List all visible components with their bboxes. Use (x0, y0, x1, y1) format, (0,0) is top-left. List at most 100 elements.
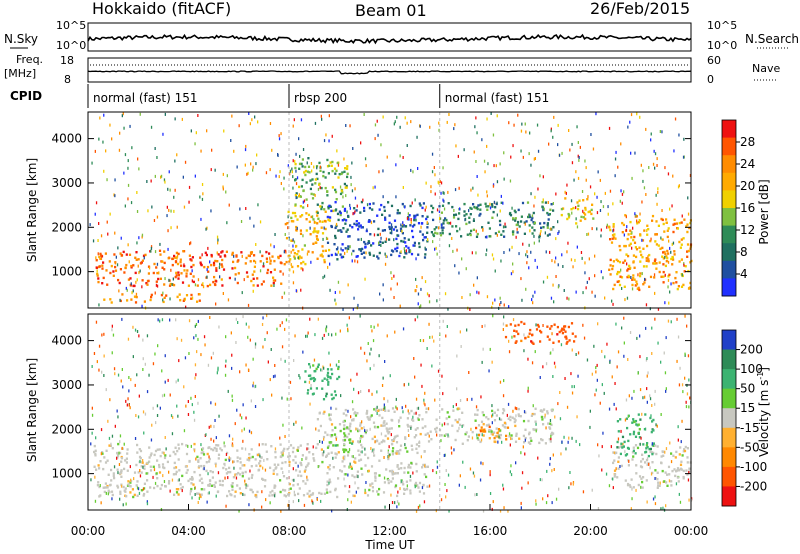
heatmap-speck (343, 477, 345, 481)
heatmap-cell (104, 252, 107, 255)
heatmap-cell (246, 458, 249, 461)
heatmap-cell (366, 415, 369, 419)
heatmap-speck (291, 170, 293, 174)
heatmap-cell (312, 193, 315, 196)
heatmap-speck (512, 409, 514, 413)
heatmap-speck (664, 273, 666, 277)
heatmap-speck (350, 415, 352, 419)
heatmap-cell (479, 429, 483, 433)
heatmap-speck (339, 329, 341, 333)
heatmap-speck (659, 130, 661, 133)
heatmap-speck (551, 332, 553, 336)
heatmap-cell (322, 170, 325, 174)
heatmap-speck (295, 420, 297, 424)
heatmap-speck (190, 241, 192, 245)
heatmap-cell (415, 447, 418, 450)
heatmap-cell (677, 285, 680, 288)
heatmap-speck (242, 492, 244, 496)
heatmap-speck (130, 378, 132, 382)
heatmap-speck (502, 487, 505, 491)
heatmap-speck (516, 227, 518, 231)
heatmap-speck (174, 117, 176, 121)
colorbar-tick-label: -200 (740, 479, 767, 493)
heatmap-cell (327, 254, 330, 258)
heatmap-cell (637, 432, 640, 435)
heatmap-cell (337, 365, 340, 369)
heatmap-cell (327, 383, 330, 386)
heatmap-cell (385, 422, 388, 425)
heatmap-cell (481, 226, 484, 229)
heatmap-speck (111, 328, 113, 332)
heatmap-speck (664, 301, 666, 305)
freq-trace (87, 70, 692, 75)
heatmap-speck (319, 165, 321, 169)
heatmap-speck (269, 501, 271, 505)
heatmap-cell (415, 462, 418, 466)
heatmap-cell (397, 467, 400, 470)
heatmap-cell (650, 430, 653, 434)
heatmap-cell (364, 464, 367, 467)
heatmap-speck (623, 341, 625, 345)
heatmap-speck (374, 123, 377, 127)
heatmap-cell (189, 258, 192, 261)
heatmap-cell (119, 451, 122, 455)
heatmap-cell (334, 426, 337, 429)
heatmap-cell (310, 192, 313, 196)
y-tick-label: 3000 (51, 176, 82, 190)
heatmap-speck (127, 337, 130, 341)
heatmap-cell (618, 283, 622, 287)
heatmap-speck (428, 484, 431, 488)
heatmap-cell (642, 265, 646, 268)
heatmap-speck (325, 133, 327, 137)
colorbar-tick-label: 20 (740, 179, 755, 193)
heatmap-speck (564, 190, 566, 194)
heatmap-speck (352, 455, 354, 459)
heatmap-cell (484, 235, 488, 239)
heatmap-cell (124, 459, 127, 462)
heatmap-cell (221, 250, 224, 253)
heatmap-speck (156, 404, 159, 408)
heatmap-cell (364, 245, 367, 249)
heatmap-speck (202, 282, 204, 286)
heatmap-speck (683, 155, 685, 159)
heatmap-speck (435, 246, 437, 250)
heatmap-cell (95, 266, 98, 269)
heatmap-speck (415, 509, 418, 513)
heatmap-speck (456, 387, 458, 391)
heatmap-cell (616, 476, 619, 479)
heatmap-speck (292, 500, 294, 504)
heatmap-speck (526, 255, 529, 259)
heatmap-cell (632, 274, 635, 277)
heatmap-cell (520, 220, 523, 223)
heatmap-speck (508, 248, 511, 252)
heatmap-speck (99, 116, 101, 120)
heatmap-speck (639, 334, 641, 338)
heatmap-speck (499, 296, 501, 300)
heatmap-cell (98, 495, 101, 498)
heatmap-speck (511, 206, 513, 210)
heatmap-speck (290, 250, 292, 254)
heatmap-speck (623, 354, 625, 358)
heatmap-speck (596, 195, 598, 199)
heatmap-cell (117, 454, 120, 457)
heatmap-speck (347, 498, 349, 502)
heatmap-speck (476, 276, 478, 280)
heatmap-cell (493, 411, 496, 414)
heatmap-cell (631, 421, 634, 424)
heatmap-cell (177, 271, 180, 274)
heatmap-speck (390, 271, 392, 275)
heatmap-cell (441, 408, 444, 411)
heatmap-speck (284, 435, 286, 438)
heatmap-cell (285, 477, 289, 480)
heatmap-cell (396, 234, 399, 237)
heatmap-cell (369, 415, 372, 419)
heatmap-cell (612, 225, 615, 228)
heatmap-speck (663, 351, 665, 355)
heatmap-speck (321, 336, 324, 340)
heatmap-speck (162, 474, 164, 478)
heatmap-speck (224, 373, 227, 377)
heatmap-speck (138, 236, 140, 240)
heatmap-speck (123, 126, 125, 130)
heatmap-cell (418, 245, 421, 249)
heatmap-cell (346, 454, 350, 457)
